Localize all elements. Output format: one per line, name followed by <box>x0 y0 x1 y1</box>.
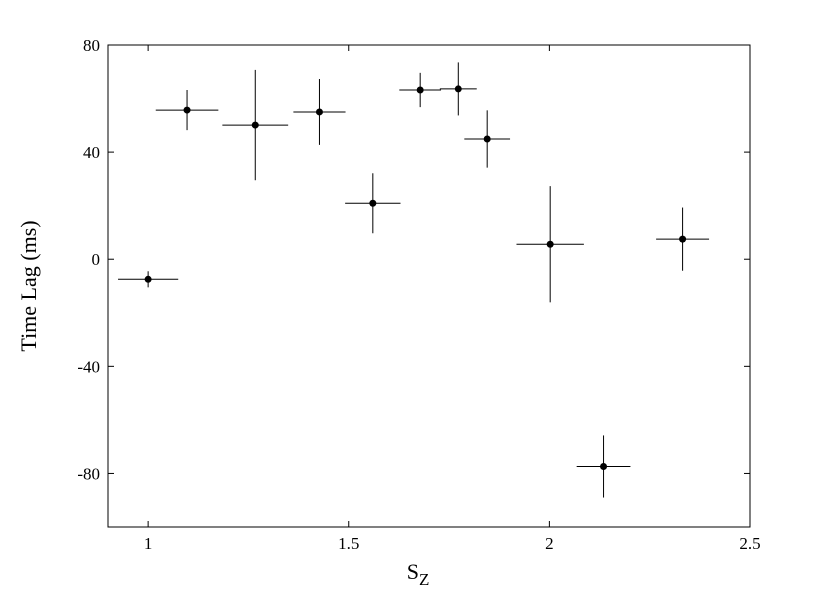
point <box>183 106 191 114</box>
x-tick-label: 1 <box>144 534 153 553</box>
point <box>416 86 424 94</box>
x-tick-label: 2.5 <box>739 534 760 553</box>
plot-frame <box>107 44 751 528</box>
x-tick-label: 1.5 <box>338 534 359 553</box>
point <box>369 199 377 207</box>
y-tick-label: 0 <box>92 250 101 269</box>
y-tick-label: 80 <box>83 36 100 55</box>
point <box>600 462 608 470</box>
point <box>315 108 323 116</box>
point <box>546 240 554 248</box>
y-axis-label: Time Lag (ms) <box>16 220 41 351</box>
y-tick-label: 40 <box>83 143 100 162</box>
x-axis-label: S <box>407 559 419 584</box>
point <box>483 135 491 143</box>
x-axis-label-subscript: Z <box>419 570 429 589</box>
point <box>251 121 259 129</box>
x-tick-label: 2 <box>545 534 554 553</box>
y-tick-label: -80 <box>77 464 100 483</box>
point <box>454 85 462 93</box>
point <box>144 275 152 283</box>
point <box>679 235 687 243</box>
y-tick-label: -40 <box>77 357 100 376</box>
